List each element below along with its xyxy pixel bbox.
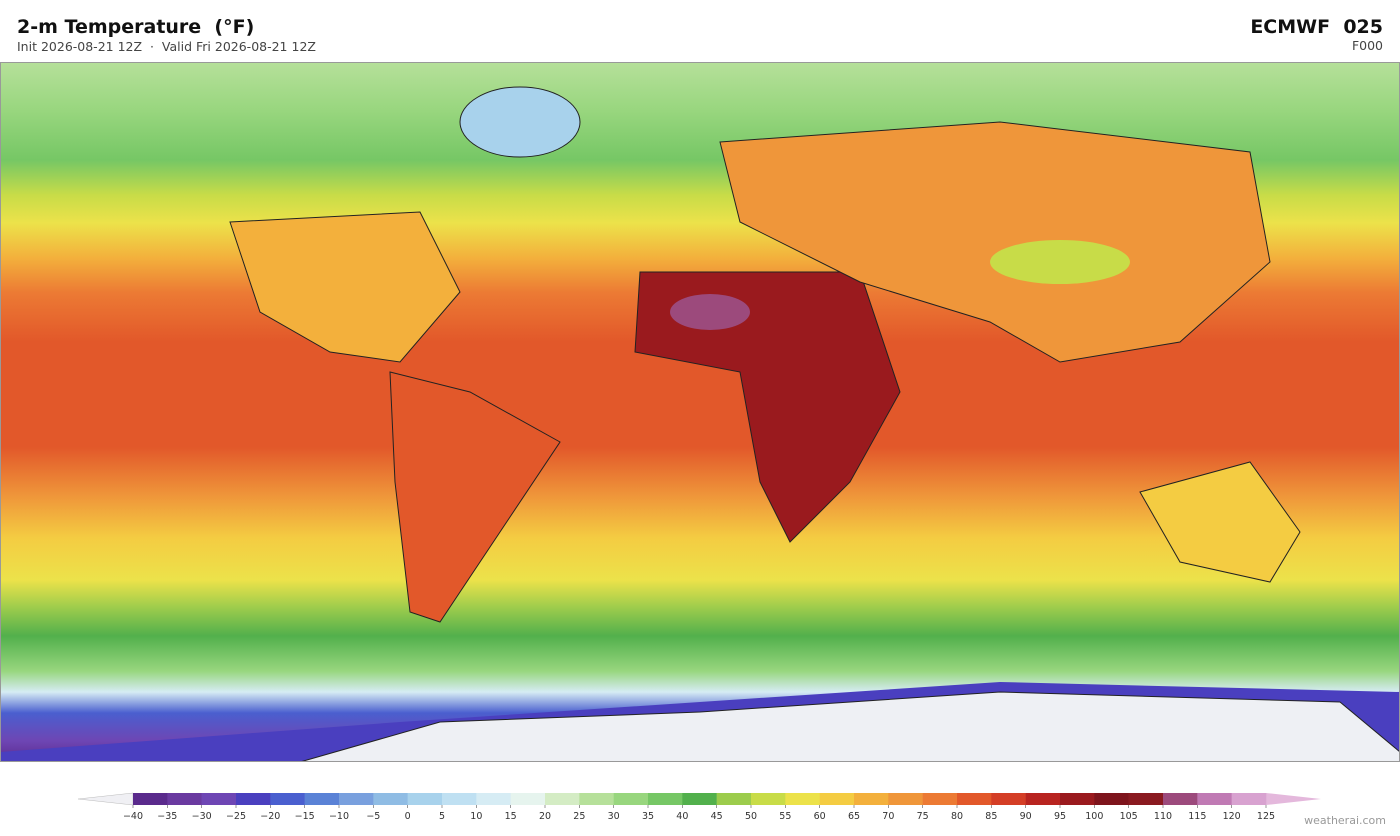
colorbar-tick-label: 125	[1257, 811, 1275, 822]
colorbar-bin	[922, 793, 958, 805]
colorbar-bin	[1060, 793, 1095, 805]
colorbar-bin	[819, 793, 855, 805]
colorbar-tick-label: −30	[192, 811, 212, 822]
colorbar-tick-label: 70	[882, 811, 894, 822]
colorbar-bin	[751, 793, 786, 805]
colorbar-bin	[1231, 793, 1267, 805]
colorbar-tick-label: −15	[295, 811, 315, 822]
australia	[1139, 461, 1301, 583]
colorbar-under	[77, 792, 134, 806]
colorbar-bin	[1025, 793, 1061, 805]
eurasia	[719, 121, 1271, 363]
colorbar-bin	[888, 793, 923, 805]
map-title: 2-m Temperature (°F)	[17, 16, 255, 38]
colorbar-tick-label: 40	[676, 811, 688, 822]
colorbar-tick-label: 115	[1188, 811, 1206, 822]
forecast-hour: F000	[1351, 38, 1383, 53]
colorbar-bin	[304, 793, 340, 805]
colorbar-tick-label: 95	[1054, 811, 1066, 822]
colorbar-tick-label: 105	[1120, 811, 1138, 822]
colorbar-bin	[373, 793, 408, 805]
colorbar-tick-label: 55	[779, 811, 791, 822]
colorbar-bin	[785, 793, 820, 805]
tibet	[990, 240, 1130, 284]
watermark: weatherai.com	[1304, 814, 1386, 827]
colorbar-bin	[476, 793, 511, 805]
colorbar-bin	[133, 793, 168, 805]
colorbar-tick-label: 120	[1223, 811, 1241, 822]
colorbar-bin	[236, 793, 271, 805]
colorbar-bin	[682, 793, 717, 805]
colorbar-bin	[1094, 793, 1129, 805]
colorbar-bin	[1197, 793, 1232, 805]
north-america	[229, 211, 461, 363]
colorbar-tick-label: 60	[814, 811, 826, 822]
colorbar-tick-label: 25	[573, 811, 585, 822]
colorbar-bin	[339, 793, 374, 805]
colorbar-bin	[1128, 793, 1164, 805]
south-america	[389, 371, 561, 623]
colorbar-bin	[854, 793, 889, 805]
colorbar-tick-label: −35	[157, 811, 177, 822]
colorbar-bin	[1163, 793, 1198, 805]
colorbar-tick-label: 50	[745, 811, 757, 822]
colorbar-bin	[613, 793, 649, 805]
colorbar-bin	[579, 793, 614, 805]
colorbar-bin	[716, 793, 752, 805]
antarctica	[299, 691, 1400, 762]
colorbar-tick-label: 0	[405, 811, 411, 822]
colorbar-bin	[510, 793, 546, 805]
colorbar-bin	[407, 793, 443, 805]
colorbar-tick-label: −25	[226, 811, 246, 822]
colorbar-bin	[545, 793, 580, 805]
map-subtitle: Init 2026-08-21 12Z · Valid Fri 2026-08-…	[17, 39, 316, 54]
greenland	[459, 86, 581, 158]
colorbar-tick-label: 80	[951, 811, 963, 822]
colorbar-tick-label: 90	[1020, 811, 1032, 822]
colorbar-tick-label: 10	[470, 811, 482, 822]
colorbar-tick-label: 100	[1085, 811, 1103, 822]
colorbar-bin	[648, 793, 683, 805]
colorbar-tick-label: 85	[985, 811, 997, 822]
colorbar: −40 −35 −30 −25 −20 −15 −10 −5 0 5 10 15 20 25 30 35 40 4…	[77, 792, 1321, 822]
temperature-map	[0, 62, 1400, 762]
colorbar-tick-label: 75	[917, 811, 929, 822]
colorbar-bin	[201, 793, 237, 805]
colorbar-over	[1266, 793, 1321, 805]
colorbar-tick-label: 35	[642, 811, 654, 822]
colorbar-tick-label: 30	[608, 811, 620, 822]
colorbar-bin	[957, 793, 992, 805]
colorbar-tick-label: 15	[505, 811, 517, 822]
africa	[634, 271, 901, 543]
colorbar-tick-label: 45	[711, 811, 723, 822]
model-name: ECMWF 025	[1250, 16, 1383, 38]
colorbar-tick-label: −5	[366, 811, 380, 822]
colorbar-bin	[991, 793, 1026, 805]
colorbar-tick-label: 5	[439, 811, 445, 822]
colorbar-tick-label: −40	[123, 811, 143, 822]
colorbar-bin	[442, 793, 477, 805]
sahara-hot	[670, 294, 750, 330]
colorbar-tick-label: 20	[539, 811, 551, 822]
colorbar-bin	[270, 793, 305, 805]
colorbar-tick-label: −10	[329, 811, 349, 822]
colorbar-tick-label: −20	[260, 811, 280, 822]
colorbar-bin	[167, 793, 202, 805]
colorbar-tick-label: 65	[848, 811, 860, 822]
colorbar-tick-label: 110	[1154, 811, 1172, 822]
